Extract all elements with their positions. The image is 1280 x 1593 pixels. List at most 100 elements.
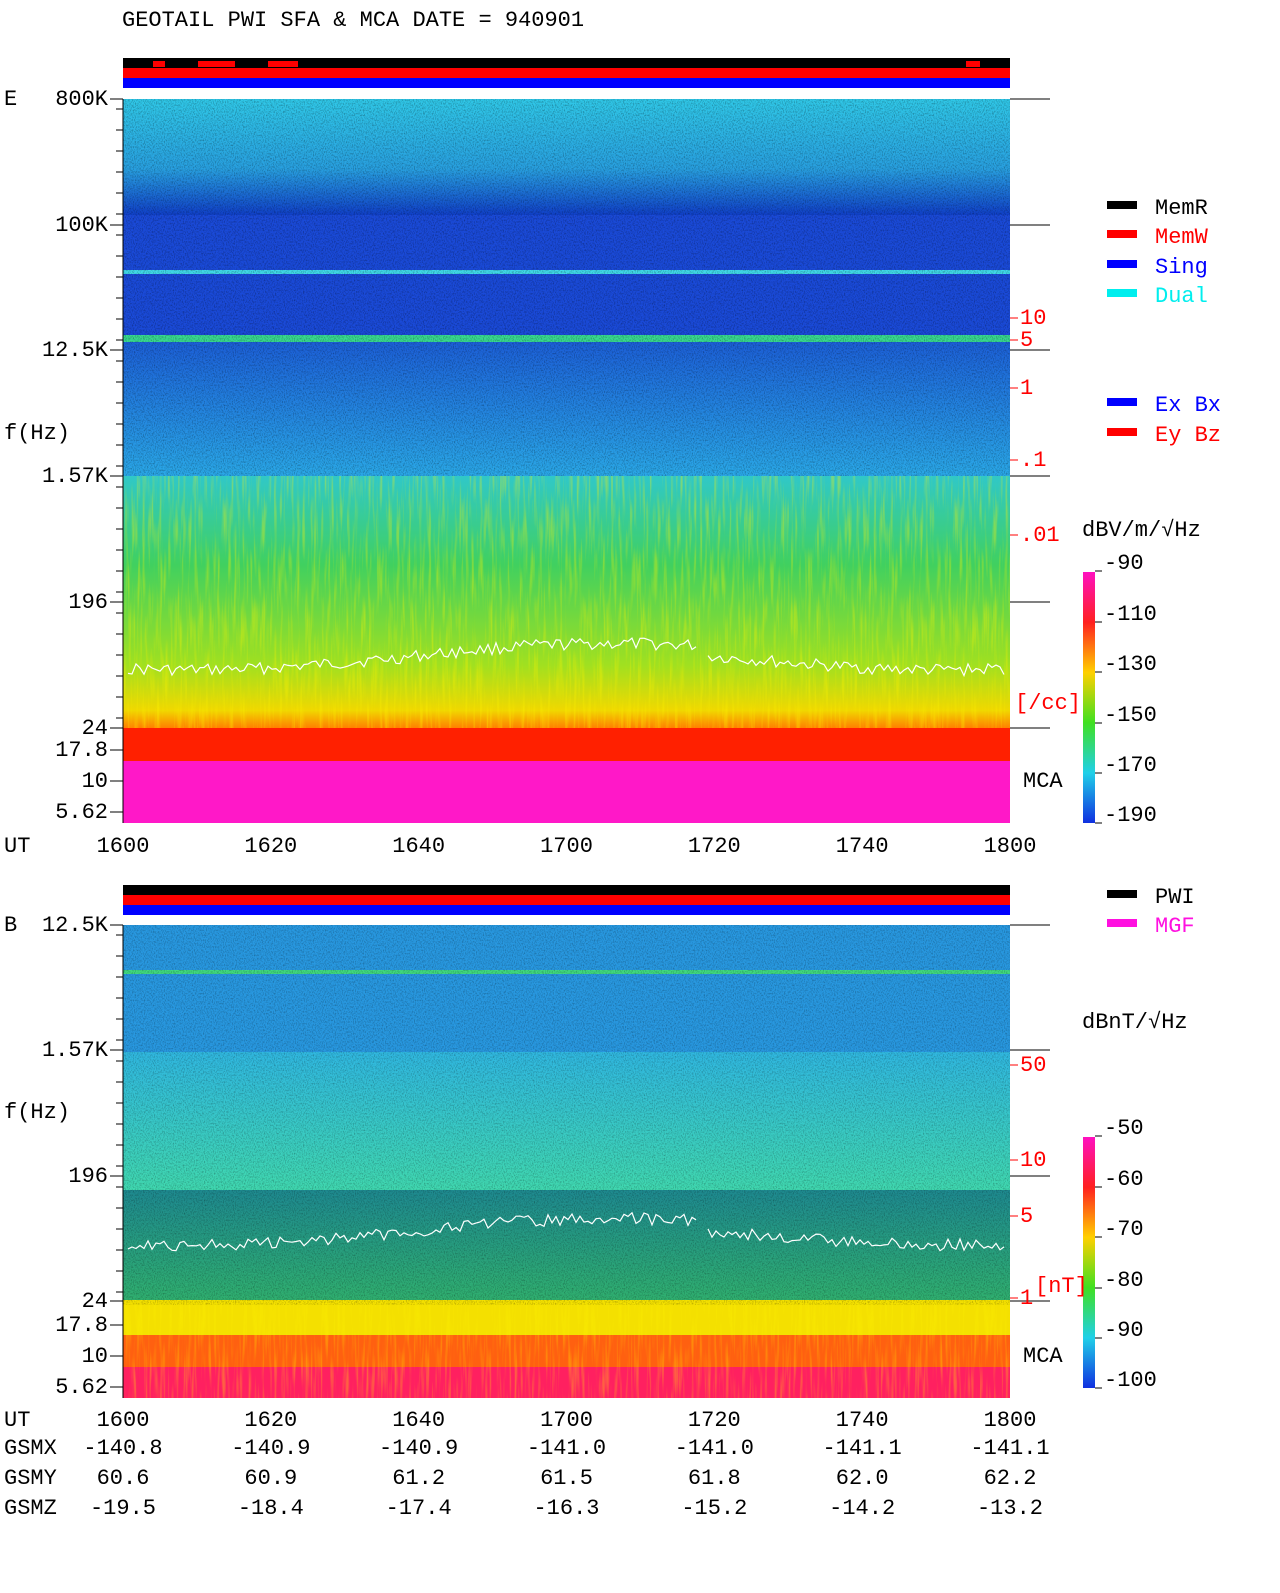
orbit-value: -18.4 [238,1496,304,1521]
x-tick-label: 1600 [97,834,150,859]
x-axis-label: UT [4,1408,30,1433]
y-axis-label: f(Hz) [4,421,70,446]
legend-label: Ey Bz [1155,423,1221,448]
colorbar-tick-label: -90 [1104,551,1144,576]
legend-swatch [1107,428,1137,436]
density-unit: [nT] [1035,1274,1088,1299]
right-tick-label: 50 [1020,1053,1046,1078]
orbit-value: -141.0 [527,1436,606,1461]
y-tick-label: 10 [82,1344,108,1369]
colorbar-tick-label: -90 [1104,1318,1144,1343]
y-tick-label: 17.8 [55,1313,108,1338]
trace [707,1228,1005,1252]
y-tick-label: 1.57K [42,464,109,489]
panel-label: E [4,87,17,112]
y-tick-label: 12.5K [42,913,109,938]
colorbar-tick-label: -70 [1104,1217,1144,1242]
y-tick-label: 196 [68,1164,108,1189]
right-tick-label: .1 [1020,448,1046,473]
right-tick-label: 10 [1020,1148,1046,1173]
orbit-value: 61.2 [392,1466,445,1491]
colorbar-tick-label: -150 [1104,703,1157,728]
title: GEOTAIL PWI SFA & MCA DATE = 940901 [122,8,584,33]
x-tick-label: 1720 [688,834,741,859]
y-tick-label: 17.8 [55,738,108,763]
orbit-value: -15.2 [681,1496,747,1521]
x-tick-label: 1620 [244,1408,297,1433]
colorbar-label: dBV/m/√Hz [1082,518,1201,543]
right-tick-label: 1 [1020,376,1033,401]
orbit-value: -140.9 [231,1436,310,1461]
y-tick-label: 5.62 [55,1375,108,1400]
x-tick-label: 1800 [984,834,1037,859]
colorbar-tick-label: -190 [1104,803,1157,828]
orbit-value: 61.5 [540,1466,593,1491]
legend-swatch [1107,201,1137,209]
colorbar-tick-label: -170 [1104,753,1157,778]
trace [127,637,697,677]
legend-swatch [1107,289,1137,297]
orbit-value: -140.8 [83,1436,162,1461]
legend-swatch [1107,260,1137,268]
y-axis-label: f(Hz) [4,1100,70,1125]
y-tick-label: 24 [82,1289,108,1314]
status-bars [123,58,1010,915]
panel-b-spectrogram [123,925,1010,1398]
panel-label: B [4,913,17,938]
orbit-value: -16.3 [533,1496,599,1521]
orbit-row-name: GSMX [4,1436,57,1461]
right-tick-label: 5 [1020,1204,1033,1229]
orbit-row-name: GSMZ [4,1496,57,1521]
mca-label: MCA [1023,769,1063,794]
orbit-value: 60.9 [244,1466,297,1491]
right-tick-label: 1 [1020,1286,1033,1311]
orbit-value: -141.1 [823,1436,902,1461]
legend-swatch [1107,398,1137,406]
x-tick-label: 1640 [392,834,445,859]
y-tick-label: 1.57K [42,1038,109,1063]
panel-e-spectrogram [123,99,1010,823]
y-tick-label: 100K [55,213,109,238]
colorbar-tick-label: -60 [1104,1167,1144,1192]
legend-swatch [1107,230,1137,238]
orbit-value: 62.2 [984,1466,1037,1491]
legend-label: Dual [1155,284,1208,309]
trace [127,1211,697,1252]
x-axis-label: UT [4,834,30,859]
y-tick-label: 800K [55,87,109,112]
orbit-value: -140.9 [379,1436,458,1461]
x-tick-label: 1740 [836,834,889,859]
colorbar-tick-label: -100 [1104,1368,1157,1393]
colorbar-tick-label: -50 [1104,1116,1144,1141]
legend-label: Ex Bx [1155,393,1221,418]
right-tick-label: 10 [1020,306,1046,331]
x-tick-label: 1700 [540,834,593,859]
legend-swatch [1107,919,1137,927]
x-tick-label: 1640 [392,1408,445,1433]
y-tick-label: 12.5K [42,338,109,363]
orbit-value: -141.0 [675,1436,754,1461]
colorbar-tick-label: -130 [1104,652,1157,677]
orbit-value: -141.1 [970,1436,1049,1461]
orbit-value: -17.4 [386,1496,452,1521]
legend-swatch [1107,890,1137,898]
right-tick-label: .01 [1020,523,1060,548]
orbit-value: 62.0 [836,1466,889,1491]
colorbars [1083,572,1095,1388]
orbit-row-name: GSMY [4,1466,57,1491]
mca-label: MCA [1023,1344,1063,1369]
x-tick-label: 1700 [540,1408,593,1433]
orbit-value: -13.2 [977,1496,1043,1521]
y-tick-label: 24 [82,716,108,741]
legend-label: MemW [1155,225,1209,250]
legend-label: MGF [1155,914,1195,939]
x-tick-label: 1620 [244,834,297,859]
y-tick-label: 5.62 [55,800,108,825]
x-tick-label: 1800 [984,1408,1037,1433]
orbit-value: -19.5 [90,1496,156,1521]
colorbar-tick-label: -80 [1104,1268,1144,1293]
orbit-value: -14.2 [829,1496,895,1521]
y-tick-label: 196 [68,590,108,615]
y-tick-label: 10 [82,769,108,794]
